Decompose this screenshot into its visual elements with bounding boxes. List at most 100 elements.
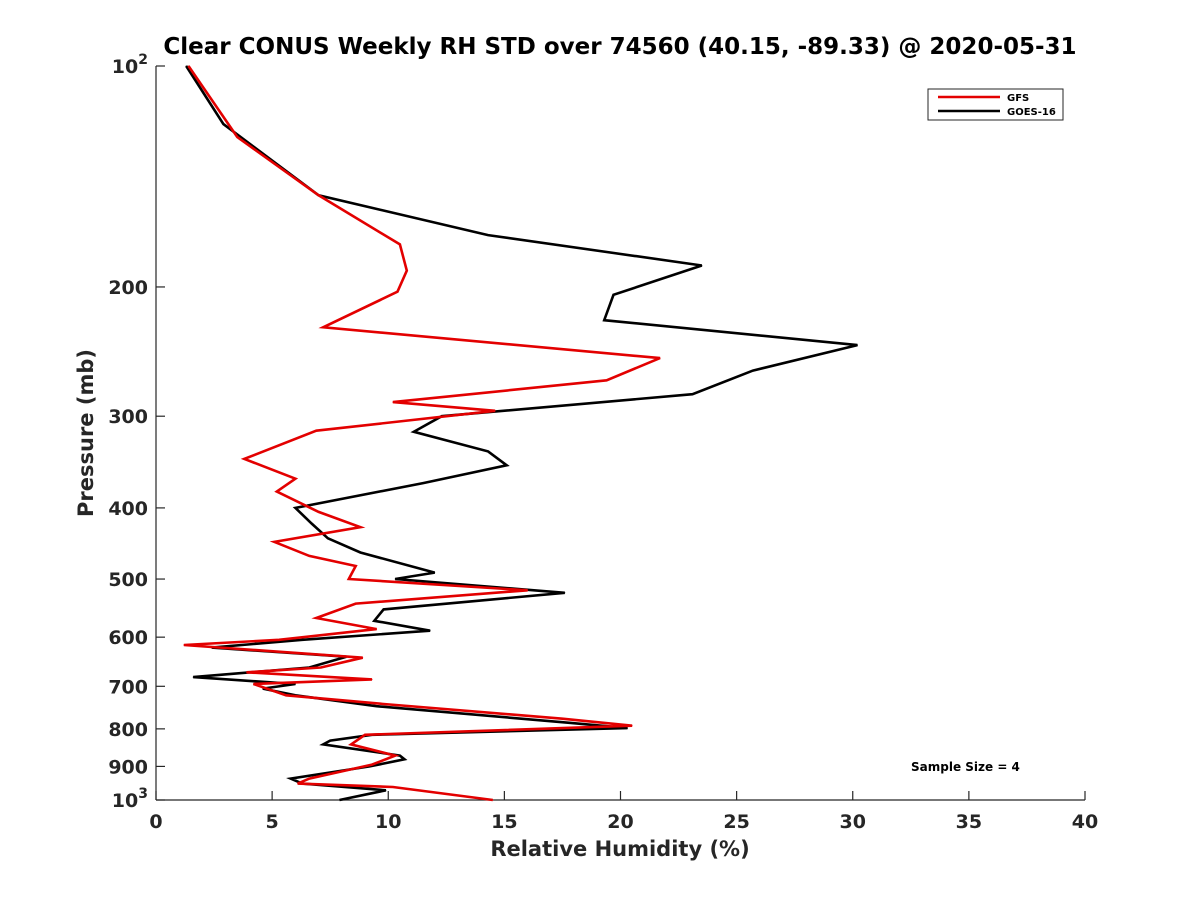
data-point-gfs <box>359 526 361 528</box>
data-point-goes16 <box>394 578 396 580</box>
legend: GFS GOES-16 <box>927 88 1064 121</box>
y-ticks: 102 200 300 400 500 600 700 800 900 103 <box>108 52 165 812</box>
data-point-goes16 <box>568 722 570 724</box>
data-point-gfs <box>392 786 394 788</box>
data-point-goes16 <box>327 537 329 539</box>
x-tick-label: 20 <box>607 811 633 833</box>
data-point-goes16 <box>294 507 296 509</box>
x-tick-label: 25 <box>723 811 749 833</box>
data-point-goes16 <box>506 464 508 466</box>
data-point-goes16 <box>429 630 431 632</box>
data-point-goes16 <box>752 370 754 372</box>
data-point-gfs <box>397 291 398 293</box>
y-tick-label: 400 <box>108 498 148 520</box>
x-tick-label: 40 <box>1072 811 1098 833</box>
data-point-goes16 <box>422 482 424 484</box>
data-point-gfs <box>383 703 385 705</box>
data-point-gfs <box>399 243 401 245</box>
data-point-gfs <box>253 683 254 685</box>
data-point-gfs <box>308 555 310 557</box>
x-tick-label: 5 <box>266 811 279 833</box>
data-point-gfs <box>362 657 364 659</box>
series-line-gfs <box>183 65 661 802</box>
x-tick-label: 30 <box>840 811 866 833</box>
data-point-gfs <box>348 578 350 580</box>
data-point-gfs <box>376 628 378 630</box>
data-point-gfs <box>394 755 396 757</box>
data-point-goes16 <box>222 123 224 125</box>
data-point-gfs <box>320 667 322 668</box>
legend-box <box>927 88 1064 121</box>
x-tick-label: 10 <box>375 811 401 833</box>
data-point-goes16 <box>376 705 378 707</box>
data-point-goes16 <box>185 65 187 67</box>
data-point-goes16 <box>373 620 375 622</box>
data-point-gfs <box>494 410 496 412</box>
y-tick-label: 900 <box>108 756 148 778</box>
data-point-goes16 <box>399 755 401 757</box>
y-tick-label: 500 <box>108 569 148 591</box>
series-line-goes16 <box>185 65 858 802</box>
data-point-gfs <box>355 565 357 567</box>
data-point-goes16 <box>290 778 292 780</box>
data-point-gfs <box>297 783 299 785</box>
data-point-gfs <box>188 65 189 67</box>
data-point-goes16 <box>603 319 605 321</box>
data-point-gfs <box>318 511 320 513</box>
data-point-gfs <box>278 639 280 641</box>
y-tick-label: 800 <box>108 719 148 741</box>
data-point-gfs <box>371 678 373 680</box>
x-tick-label: 35 <box>956 811 982 833</box>
data-point-goes16 <box>383 608 385 610</box>
data-point-goes16 <box>413 431 415 433</box>
data-point-gfs <box>276 491 278 493</box>
data-point-gfs <box>371 764 373 766</box>
x-tick-label: 15 <box>491 811 517 833</box>
data-point-goes16 <box>294 683 296 685</box>
y-tick-label: 700 <box>108 676 148 698</box>
y-tick-label: 300 <box>108 406 148 428</box>
data-point-gfs <box>246 671 248 673</box>
x-tick-label: 0 <box>149 811 162 833</box>
data-point-gfs <box>631 725 633 727</box>
legend-label-goes16: GOES-16 <box>1007 107 1056 118</box>
data-point-goes16 <box>434 572 436 574</box>
x-axis-label: Relative Humidity (%) <box>490 837 749 861</box>
data-point-goes16 <box>404 758 405 760</box>
data-point-goes16 <box>627 727 628 729</box>
data-point-gfs <box>355 603 357 605</box>
data-point-gfs <box>606 379 608 381</box>
data-point-goes16 <box>385 789 387 791</box>
data-point-gfs <box>364 734 366 736</box>
data-point-goes16 <box>613 294 614 296</box>
data-point-goes16 <box>359 552 361 553</box>
data-point-goes16 <box>487 450 489 452</box>
data-point-gfs <box>243 458 245 460</box>
data-point-gfs <box>315 430 317 432</box>
data-point-gfs <box>527 589 529 591</box>
x-ticks: 0 5 10 15 20 25 30 35 40 <box>149 791 1098 833</box>
data-point-gfs <box>406 270 408 272</box>
y-axis-label: Pressure (mb) <box>74 349 98 517</box>
data-point-goes16 <box>192 676 194 678</box>
data-point-gfs <box>294 478 296 480</box>
series-layer <box>183 65 858 802</box>
data-point-goes16 <box>856 344 858 346</box>
data-point-gfs <box>308 778 310 780</box>
data-point-gfs <box>322 326 324 328</box>
data-point-gfs <box>183 644 185 646</box>
data-point-goes16 <box>692 393 693 395</box>
data-point-gfs <box>285 694 287 696</box>
data-point-gfs <box>392 401 394 403</box>
data-point-goes16 <box>564 592 566 594</box>
data-point-goes16 <box>301 639 303 641</box>
sample-size-annotation: Sample Size = 4 <box>911 760 1020 774</box>
legend-label-gfs: GFS <box>1007 93 1029 104</box>
y-tick-label: 102 <box>112 52 148 78</box>
data-point-gfs <box>315 617 317 619</box>
data-point-gfs <box>659 357 661 359</box>
data-point-goes16 <box>339 799 340 801</box>
chart-title: Clear CONUS Weekly RH STD over 74560 (40… <box>163 34 1076 60</box>
